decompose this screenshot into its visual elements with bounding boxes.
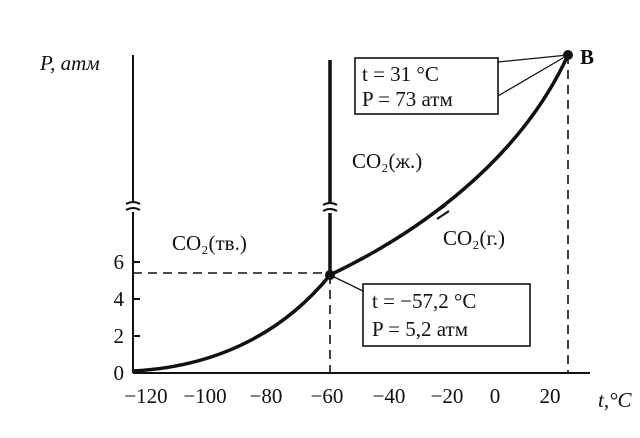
x-tick-label: 0 bbox=[490, 384, 501, 408]
guide-lines bbox=[133, 55, 569, 373]
x-tick-label: −80 bbox=[250, 384, 283, 408]
annotation: P = 73 атм bbox=[362, 87, 453, 111]
x-tick-label: 20 bbox=[540, 384, 561, 408]
annotation: t = −57,2 °C bbox=[372, 289, 476, 313]
vaporization-curve bbox=[329, 54, 570, 277]
sublimation-curve bbox=[132, 273, 332, 373]
annotation-box bbox=[354, 57, 499, 115]
curve-break bbox=[322, 202, 338, 212]
axis-break bbox=[125, 201, 141, 211]
x-tick-label: −120 bbox=[124, 384, 167, 408]
region-label: CO₂(ж.) bbox=[352, 149, 422, 173]
y-tick-label: 6 bbox=[114, 250, 125, 274]
x-tick-label: −40 bbox=[373, 384, 406, 408]
y-ticks bbox=[133, 261, 140, 337]
annotation-box bbox=[362, 283, 531, 347]
y-tick-label: 2 bbox=[114, 324, 125, 348]
x-tick-label: −60 bbox=[311, 384, 344, 408]
point-label: B bbox=[580, 45, 594, 69]
x-tick-label: −100 bbox=[183, 384, 226, 408]
annotation: P = 5,2 атм bbox=[372, 317, 468, 341]
x-tick-labels: −120 −100 −80 −60 −40 −20 0 20 bbox=[124, 384, 560, 408]
annotation: t = 31 °C bbox=[362, 62, 439, 86]
curve-break bbox=[432, 205, 450, 220]
y-tick-labels: 0 2 4 6 bbox=[114, 250, 125, 385]
y-axis-label: P, атм bbox=[39, 51, 100, 75]
region-label: CO₂(тв.) bbox=[172, 231, 247, 255]
region-label: CO₂(г.) bbox=[443, 226, 505, 250]
leader-lines bbox=[329, 54, 569, 293]
x-axis-label: t,°C bbox=[598, 388, 632, 412]
y-tick-label: 0 bbox=[114, 361, 125, 385]
y-tick-label: 4 bbox=[114, 287, 125, 311]
x-tick-label: −20 bbox=[431, 384, 464, 408]
